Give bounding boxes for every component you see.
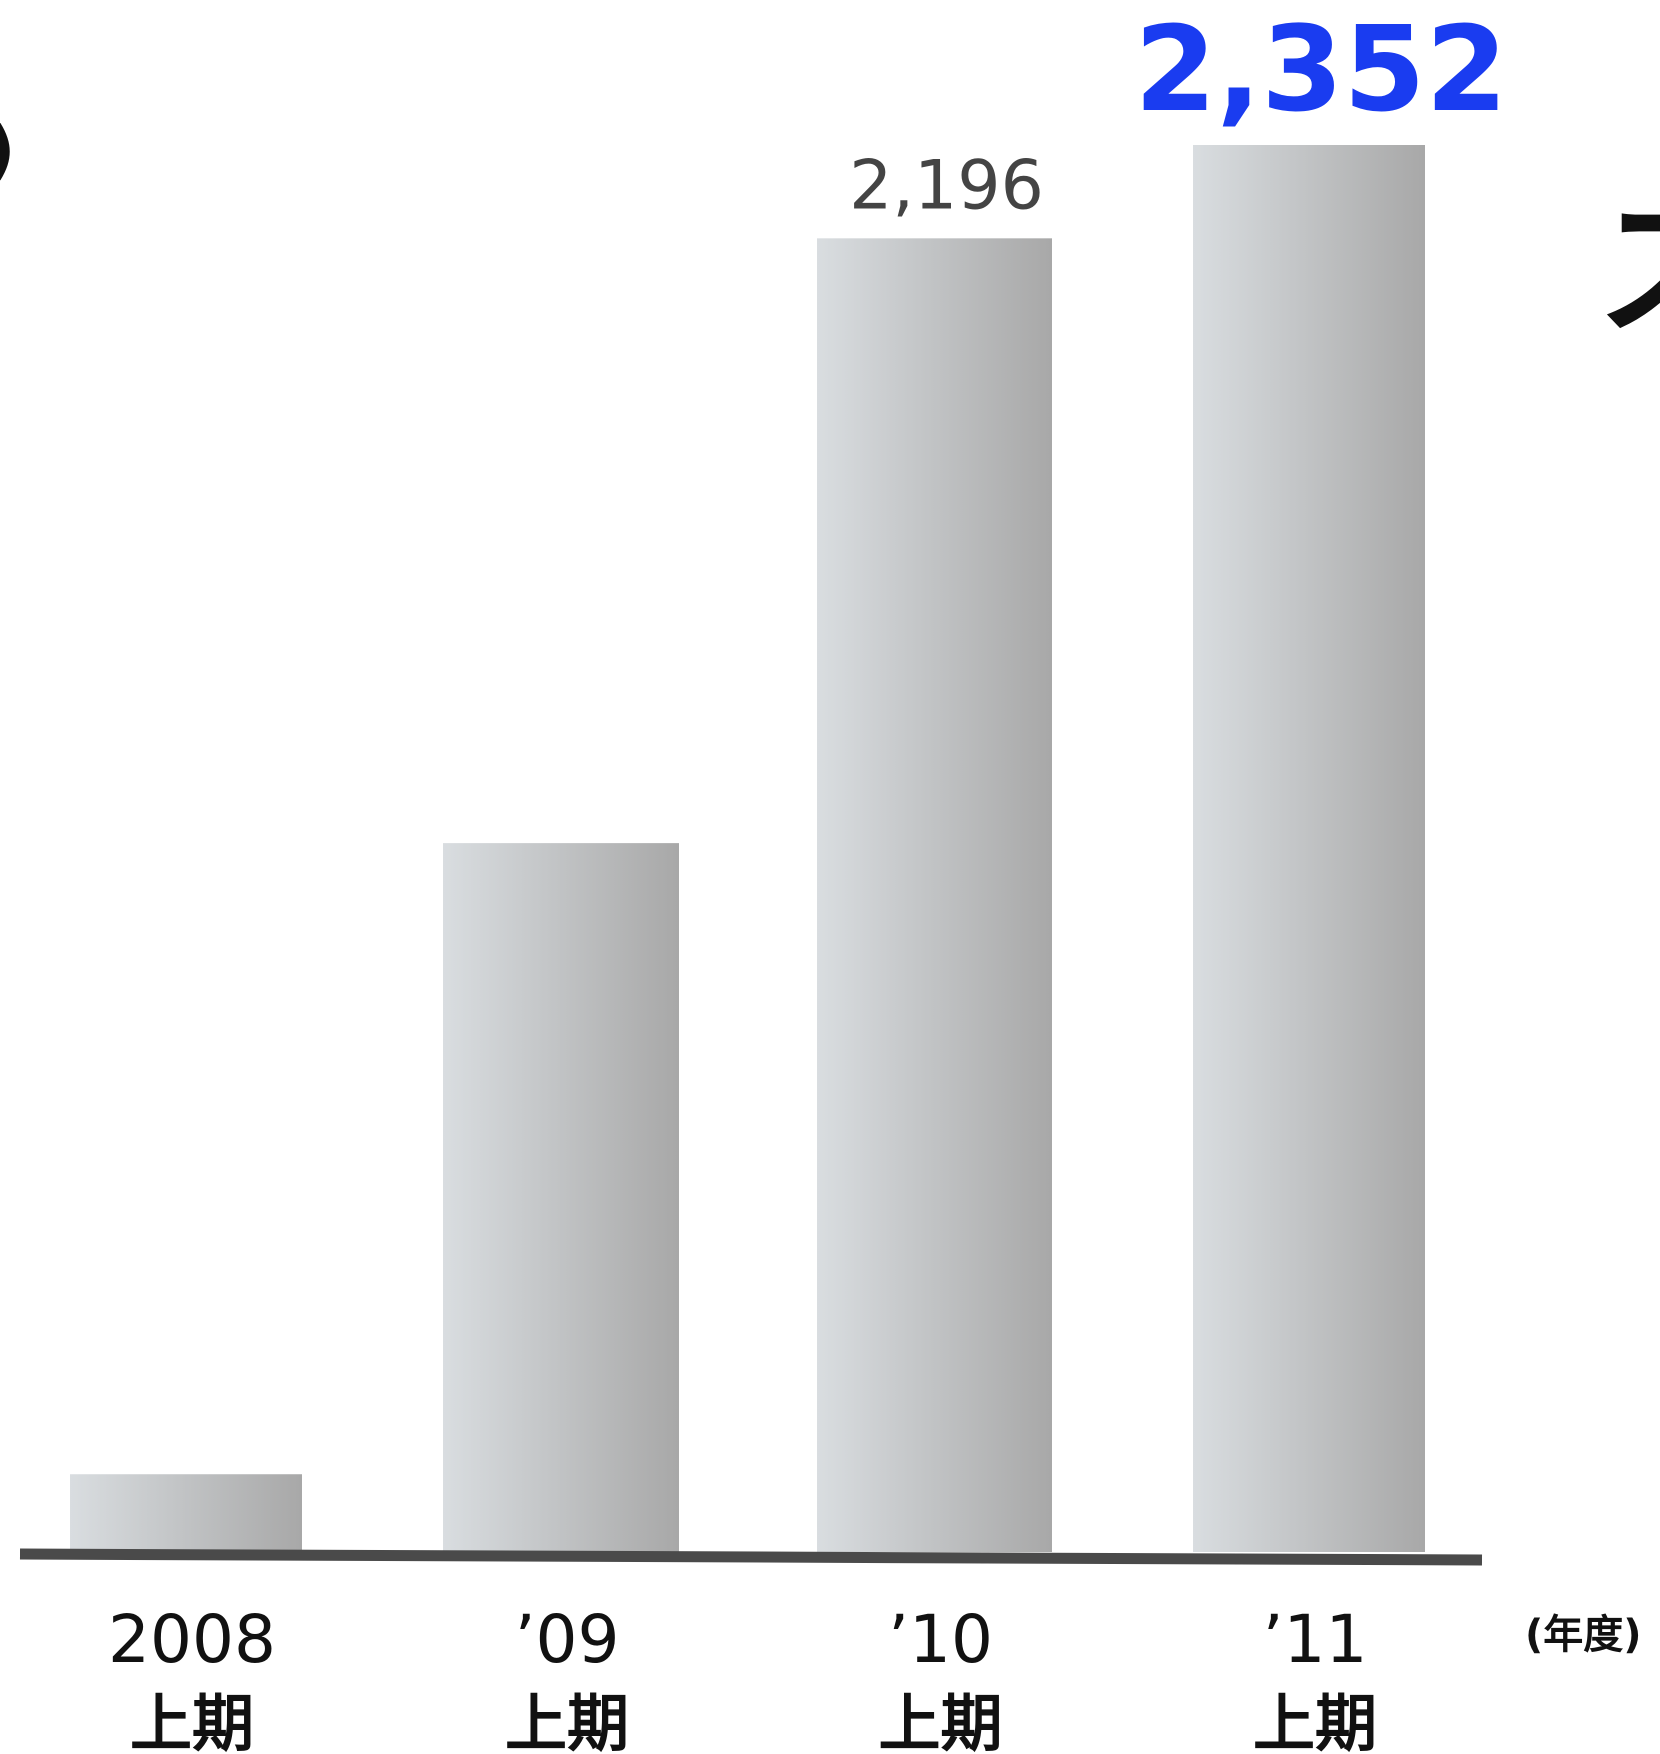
bars-layer bbox=[70, 145, 1425, 1553]
data-label-2: 2,196 bbox=[849, 146, 1044, 225]
bar-2 bbox=[817, 238, 1052, 1553]
x-tick-period-3: 上期 bbox=[1253, 1687, 1377, 1754]
cropped-paren-fragment: ) bbox=[0, 114, 15, 188]
x-tick-labels: 2008 上期 ’09 上期 ’10 上期 ’11 上期 bbox=[108, 1601, 1377, 1754]
labels-layer: 2,196 2,352 bbox=[849, 0, 1507, 225]
x-tick-period-0: 上期 bbox=[130, 1687, 254, 1754]
x-tick-period-1: 上期 bbox=[505, 1687, 629, 1754]
bar-3 bbox=[1193, 145, 1425, 1552]
data-label-3: 2,352 bbox=[1134, 0, 1507, 138]
x-unit-label: (年度) bbox=[1525, 1612, 1642, 1658]
bar-1 bbox=[443, 843, 679, 1552]
x-tick-period-2: 上期 bbox=[878, 1687, 1002, 1754]
x-tick-year-0: 2008 bbox=[108, 1601, 276, 1678]
x-tick-year-2: ’10 bbox=[888, 1601, 993, 1678]
x-tick-year-1: ’09 bbox=[515, 1601, 620, 1678]
cropped-glyph-fragment: ス bbox=[1596, 184, 1660, 358]
x-axis-line bbox=[19, 1548, 1483, 1566]
bar-0 bbox=[70, 1474, 302, 1552]
x-tick-year-3: ’11 bbox=[1263, 1601, 1368, 1678]
